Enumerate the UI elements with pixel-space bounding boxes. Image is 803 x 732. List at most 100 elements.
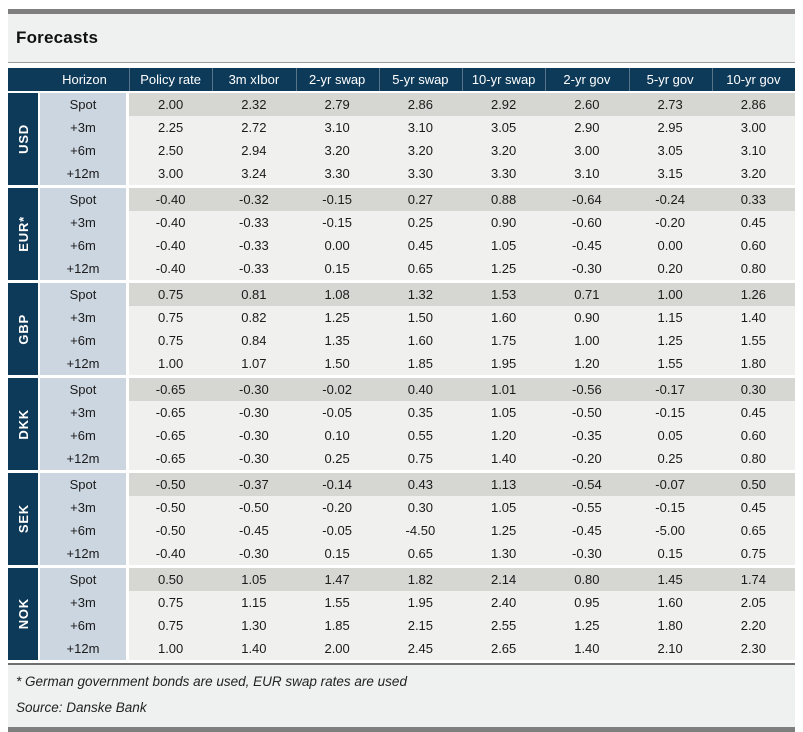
value-cell-dkk-spot-policy-rate: -0.65: [129, 378, 213, 401]
value-cell-gbp-spot-5-yr-swap: 1.32: [378, 283, 462, 306]
horizon-cell-eur-3m: +3m: [40, 211, 129, 234]
value-cell-dkk-12m-5-yr-gov: 0.25: [628, 447, 712, 470]
value-cell-eur-6m-policy-rate: -0.40: [129, 234, 213, 257]
value-cell-dkk-12m-2-yr-gov: -0.20: [545, 447, 629, 470]
value-cell-usd-3m-policy-rate: 2.25: [129, 116, 213, 139]
header-cell-5-yr-gov: 5-yr gov: [629, 68, 712, 91]
value-cell-gbp-3m-3m-xibor: 0.82: [212, 306, 296, 329]
footnote-text: * German government bonds are used, EUR …: [16, 674, 407, 689]
value-cell-sek-6m-5-yr-swap: -4.50: [378, 519, 462, 542]
value-cell-dkk-6m-3m-xibor: -0.30: [212, 424, 296, 447]
value-cell-gbp-12m-5-yr-swap: 1.85: [378, 352, 462, 375]
currency-group-eur: EUR* Spot -0.40 -0.32 -0.15 0.27 0.88 -0.64 -0.2…: [8, 188, 795, 280]
value-cell-sek-spot-2-yr-gov: -0.54: [545, 473, 629, 496]
value-cell-usd-12m-5-yr-swap: 3.30: [378, 162, 462, 185]
value-cell-eur-spot-policy-rate: -0.40: [129, 188, 213, 211]
value-cell-eur-6m-5-yr-gov: 0.00: [628, 234, 712, 257]
value-cell-dkk-spot-3m-xibor: -0.30: [212, 378, 296, 401]
value-cell-gbp-12m-10-yr-swap: 1.95: [462, 352, 546, 375]
horizon-cell-nok-12m: +12m: [40, 637, 129, 660]
value-cell-sek-spot-3m-xibor: -0.37: [212, 473, 296, 496]
header-cell-currency-spacer: [8, 68, 40, 91]
value-cell-dkk-spot-10-yr-gov: 0.30: [711, 378, 795, 401]
forecasts-table: Horizon Policy rate 3m xIbor 2-yr swap 5-yr …: [8, 68, 795, 660]
value-cell-sek-3m-10-yr-swap: 1.05: [462, 496, 546, 519]
value-cell-gbp-6m-10-yr-swap: 1.75: [462, 329, 546, 352]
currency-label: EUR*: [15, 216, 31, 252]
horizon-cell-sek-6m: +6m: [40, 519, 129, 542]
value-cell-nok-6m-10-yr-swap: 2.55: [462, 614, 546, 637]
value-cell-nok-12m-policy-rate: 1.00: [129, 637, 213, 660]
header-cell-5-yr-swap: 5-yr swap: [379, 68, 462, 91]
header-cell-horizon: Horizon: [62, 72, 107, 87]
value-cell-nok-spot-policy-rate: 0.50: [129, 568, 213, 591]
value-cell-nok-12m-2-yr-swap: 2.00: [295, 637, 379, 660]
value-cell-dkk-3m-10-yr-gov: 0.45: [711, 401, 795, 424]
value-cell-dkk-6m-10-yr-swap: 1.20: [462, 424, 546, 447]
value-cell-gbp-spot-10-yr-swap: 1.53: [462, 283, 546, 306]
value-cell-nok-3m-10-yr-swap: 2.40: [462, 591, 546, 614]
top-divider-bar: [8, 9, 795, 14]
value-cell-eur-6m-10-yr-swap: 1.05: [462, 234, 546, 257]
value-cell-dkk-3m-5-yr-swap: 0.35: [378, 401, 462, 424]
currency-cell-sek: SEK: [8, 473, 40, 565]
currency-cell-dkk: DKK: [8, 378, 40, 470]
value-cell-eur-6m-2-yr-swap: 0.00: [295, 234, 379, 257]
horizon-cell-eur-6m: +6m: [40, 234, 129, 257]
currency-cell-gbp: GBP: [8, 283, 40, 375]
currency-label: GBP: [15, 313, 31, 345]
value-cell-nok-6m-2-yr-swap: 1.85: [295, 614, 379, 637]
currency-label: SEK: [15, 504, 31, 534]
value-cell-usd-spot-2-yr-swap: 2.79: [295, 93, 379, 116]
value-cell-usd-6m-10-yr-swap: 3.20: [462, 139, 546, 162]
value-cell-usd-12m-2-yr-swap: 3.30: [295, 162, 379, 185]
horizon-cell-sek-spot: Spot: [40, 473, 129, 496]
value-cell-usd-spot-5-yr-gov: 2.73: [628, 93, 712, 116]
horizon-cell-usd-3m: +3m: [40, 116, 129, 139]
value-cell-gbp-3m-10-yr-gov: 1.40: [711, 306, 795, 329]
value-cell-sek-12m-10-yr-swap: 1.30: [462, 542, 546, 565]
horizon-cell-dkk-3m: +3m: [40, 401, 129, 424]
value-cell-gbp-12m-3m-xibor: 1.07: [212, 352, 296, 375]
title-band: Forecasts: [8, 14, 795, 63]
value-cell-sek-6m-policy-rate: -0.50: [129, 519, 213, 542]
value-cell-usd-6m-10-yr-gov: 3.10: [711, 139, 795, 162]
value-cell-dkk-12m-3m-xibor: -0.30: [212, 447, 296, 470]
value-cell-eur-12m-5-yr-swap: 0.65: [378, 257, 462, 280]
value-cell-sek-12m-10-yr-gov: 0.75: [711, 542, 795, 565]
horizon-cell-sek-12m: +12m: [40, 542, 129, 565]
value-cell-nok-3m-10-yr-gov: 2.05: [711, 591, 795, 614]
horizon-cell-usd-12m: +12m: [40, 162, 129, 185]
value-cell-nok-spot-5-yr-swap: 1.82: [378, 568, 462, 591]
value-cell-sek-6m-5-yr-gov: -5.00: [628, 519, 712, 542]
value-cell-eur-12m-policy-rate: -0.40: [129, 257, 213, 280]
value-cell-dkk-12m-2-yr-swap: 0.25: [295, 447, 379, 470]
horizon-cell-gbp-6m: +6m: [40, 329, 129, 352]
value-cell-sek-spot-policy-rate: -0.50: [129, 473, 213, 496]
currency-label: NOK: [15, 598, 31, 630]
value-cell-usd-12m-2-yr-gov: 3.10: [545, 162, 629, 185]
value-cell-sek-3m-3m-xibor: -0.50: [212, 496, 296, 519]
value-cell-eur-3m-3m-xibor: -0.33: [212, 211, 296, 234]
value-cell-eur-3m-policy-rate: -0.40: [129, 211, 213, 234]
value-cell-usd-3m-10-yr-gov: 3.00: [711, 116, 795, 139]
value-cell-eur-spot-5-yr-gov: -0.24: [628, 188, 712, 211]
value-cell-usd-spot-2-yr-gov: 2.60: [545, 93, 629, 116]
value-cell-sek-spot-5-yr-gov: -0.07: [628, 473, 712, 496]
value-cell-eur-3m-5-yr-gov: -0.20: [628, 211, 712, 234]
value-cell-gbp-3m-2-yr-swap: 1.25: [295, 306, 379, 329]
value-cell-gbp-6m-10-yr-gov: 1.55: [711, 329, 795, 352]
value-cell-sek-6m-2-yr-gov: -0.45: [545, 519, 629, 542]
value-cell-gbp-spot-2-yr-swap: 1.08: [295, 283, 379, 306]
horizon-cell-sek-3m: +3m: [40, 496, 129, 519]
footnote-band: * German government bonds are used, EUR …: [8, 665, 795, 727]
value-cell-usd-12m-3m-xibor: 3.24: [212, 162, 296, 185]
currency-cell-eur: EUR*: [8, 188, 40, 280]
value-cell-nok-6m-2-yr-gov: 1.25: [545, 614, 629, 637]
value-cell-dkk-spot-10-yr-swap: 1.01: [462, 378, 546, 401]
value-cell-eur-12m-3m-xibor: -0.33: [212, 257, 296, 280]
value-cell-nok-12m-5-yr-gov: 2.10: [628, 637, 712, 660]
currency-cell-usd: USD: [8, 93, 40, 185]
value-cell-usd-3m-5-yr-gov: 2.95: [628, 116, 712, 139]
